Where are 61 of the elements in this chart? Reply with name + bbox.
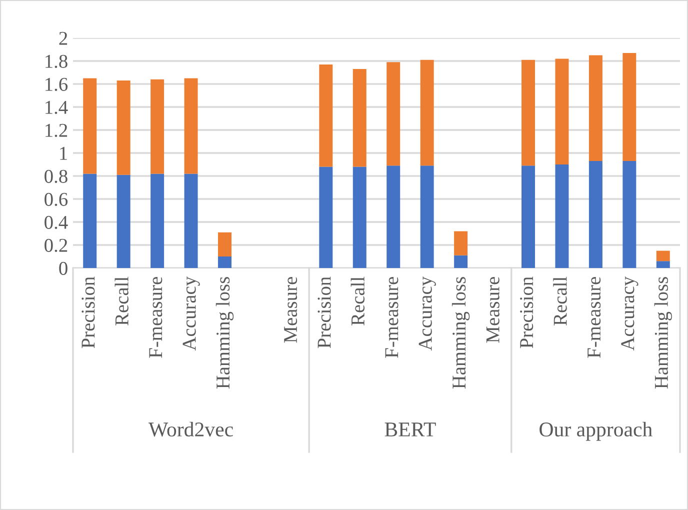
x-tick-label: Accuracy [621,276,638,351]
x-tick-label: Recall [114,276,128,326]
bar [555,164,569,268]
bar [218,232,232,256]
bar [386,62,400,166]
x-tick-label: F-measure [385,277,398,358]
bar [622,161,636,268]
bar [352,69,366,167]
bar [184,174,198,268]
x-tick-label: Accuracy [182,276,200,351]
bar [622,52,636,162]
x-tick-label: Hamming loss [452,277,470,389]
x-tick-label: Hamming loss [654,277,672,389]
x-tick-label: Accuracy [418,276,436,351]
x-tick-label: F-measure [588,277,601,358]
bar [588,161,602,268]
bar [454,231,468,256]
x-tick-label: Measure [284,277,298,343]
x-tick-label: Precision [318,276,331,348]
bar [588,55,602,162]
y-tick-label: 1.8 [46,54,68,68]
y-tick-label: 0.2 [44,238,68,252]
bar [184,78,198,174]
y-tick-label: 0 [59,262,68,275]
bar [116,80,130,175]
bar [522,166,535,268]
bar [116,174,130,268]
y-tick-label: 2 [59,32,68,45]
bar [83,78,97,174]
bar [555,58,569,164]
y-tick-label: 1.4 [46,100,68,114]
x-tick-label: Measure [486,277,500,343]
x-tick-label: Precision [82,276,95,348]
x-tick-label: Hamming loss [216,277,234,389]
x-tick-label: Recall [553,276,567,326]
bar [522,60,535,166]
y-tick-label: 1.2 [46,124,68,138]
y-tick-label: 0.4 [44,216,68,230]
bar [656,250,670,262]
bar [386,166,400,268]
bar [150,79,164,174]
y-tick-label: 1.6 [46,78,68,92]
text: BERT [384,422,436,436]
y-tick-label: 0.8 [44,170,68,184]
bar [454,255,468,268]
y-tick-label: 1 [60,146,67,160]
text: Word2vec [148,422,233,437]
y-tick-label: 0.6 [44,192,68,206]
bar [656,261,670,268]
bar [83,174,97,268]
text: Our approach [540,422,652,441]
x-tick-label: Recall [350,276,365,326]
bar [319,166,333,268]
bar [352,166,366,268]
bar [420,60,434,166]
x-tick-label: Precision [520,276,534,348]
bar [420,166,434,268]
bar [218,256,232,268]
x-tick-label: F-measure [149,277,162,358]
bar [319,64,333,167]
bar [150,174,164,268]
